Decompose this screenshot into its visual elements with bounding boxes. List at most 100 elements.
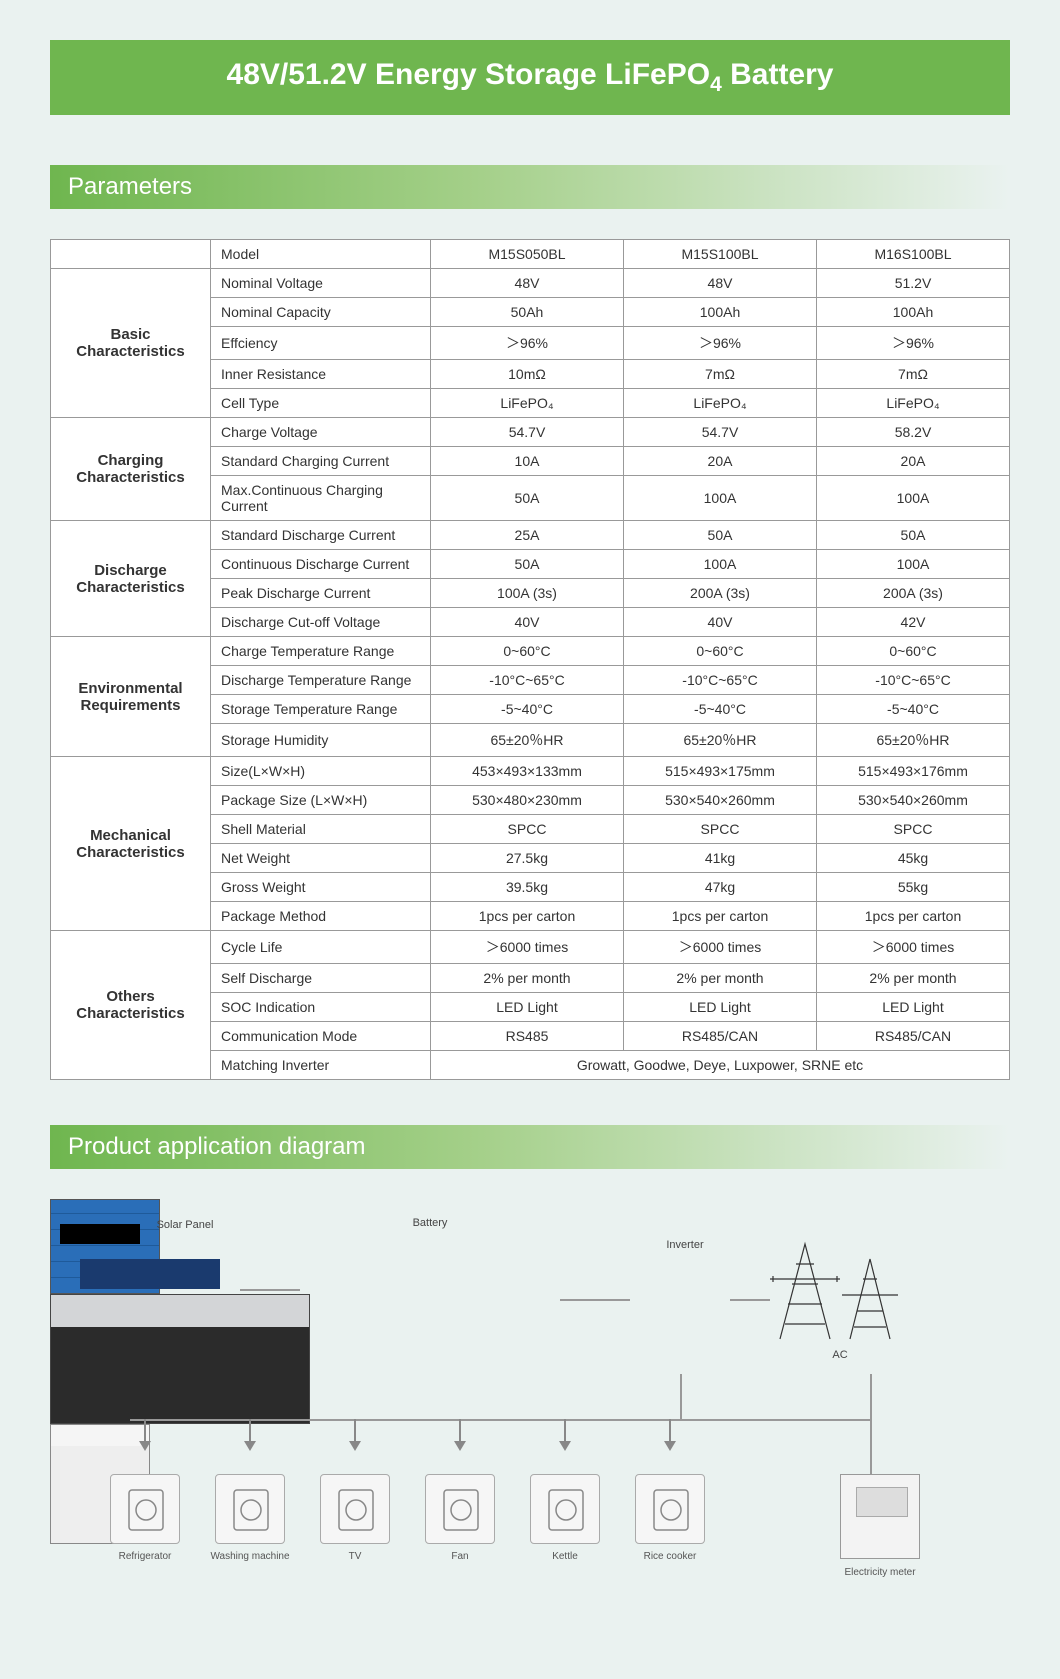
param-value: -5~40°C	[624, 695, 817, 724]
appliance-label: Fan	[415, 1551, 505, 1562]
param-value: -10°C~65°C	[817, 666, 1010, 695]
appliance-label: Washing machine	[205, 1551, 295, 1562]
param-value: 39.5kg	[431, 873, 624, 902]
param-label: Cycle Life	[211, 931, 431, 964]
param-value: ＞6000 times	[624, 931, 817, 964]
param-value: 20A	[624, 447, 817, 476]
param-value: 50Ah	[431, 298, 624, 327]
param-label: Shell Material	[211, 815, 431, 844]
param-value: -10°C~65°C	[431, 666, 624, 695]
section-header-parameters: Parameters	[50, 165, 1010, 209]
param-label: Package Size (L×W×H)	[211, 786, 431, 815]
param-value: 515×493×175mm	[624, 757, 817, 786]
param-value: 58.2V	[817, 418, 1010, 447]
param-label: Standard Charging Current	[211, 447, 431, 476]
battery-label: Battery	[390, 1217, 470, 1229]
appliance-icon	[425, 1474, 495, 1544]
param-value: 1pcs per carton	[624, 902, 817, 931]
param-value: 65±20％HR	[431, 724, 624, 757]
param-label: SOC Indication	[211, 993, 431, 1022]
param-value: 41kg	[624, 844, 817, 873]
param-value: 50A	[431, 476, 624, 521]
param-value: 7mΩ	[624, 360, 817, 389]
param-value: ＞6000 times	[431, 931, 624, 964]
param-label: Peak Discharge Current	[211, 579, 431, 608]
param-label: Standard Discharge Current	[211, 521, 431, 550]
title-post: Energy Storage LiFePO	[375, 58, 710, 91]
parameters-table: ModelM15S050BLM15S100BLM16S100BLBasicCha…	[50, 239, 1010, 1080]
param-value: 65±20％HR	[624, 724, 817, 757]
param-value: 27.5kg	[431, 844, 624, 873]
param-value: 530×540×260mm	[817, 786, 1010, 815]
param-value: 50A	[624, 521, 817, 550]
param-value: 40V	[624, 608, 817, 637]
param-label: Storage Humidity	[211, 724, 431, 757]
param-value: LiFePO₄	[624, 389, 817, 418]
param-value: 54.7V	[624, 418, 817, 447]
param-label: Nominal Voltage	[211, 269, 431, 298]
application-diagram: Solar Panel Battery Inverter AC Refriger…	[50, 1199, 1010, 1619]
param-label: Communication Mode	[211, 1022, 431, 1051]
param-value: 20A	[817, 447, 1010, 476]
param-label: Charge Voltage	[211, 418, 431, 447]
param-value: 0~60°C	[624, 637, 817, 666]
appliance-icon	[110, 1474, 180, 1544]
param-value: 100Ah	[624, 298, 817, 327]
page-title: 48V/51.2V Energy Storage LiFePO4 Battery	[50, 40, 1010, 115]
appliance-label: Rice cooker	[625, 1551, 715, 1562]
model-col-1: M15S100BL	[624, 240, 817, 269]
param-value: 2% per month	[431, 964, 624, 993]
param-label: Effciency	[211, 327, 431, 360]
param-value: 200A (3s)	[624, 579, 817, 608]
param-value: 1pcs per carton	[817, 902, 1010, 931]
model-header: Model	[211, 240, 431, 269]
param-value: 100A	[817, 476, 1010, 521]
param-label: Package Method	[211, 902, 431, 931]
param-value: 10mΩ	[431, 360, 624, 389]
param-label: Discharge Temperature Range	[211, 666, 431, 695]
param-value: RS485/CAN	[624, 1022, 817, 1051]
param-value: 65±20％HR	[817, 724, 1010, 757]
model-col-0: M15S050BL	[431, 240, 624, 269]
param-label: Net Weight	[211, 844, 431, 873]
param-value: -10°C~65°C	[624, 666, 817, 695]
battery-icon	[50, 1294, 310, 1424]
param-label: Nominal Capacity	[211, 298, 431, 327]
param-value: ＞96%	[624, 327, 817, 360]
param-label: Charge Temperature Range	[211, 637, 431, 666]
param-value: -5~40°C	[817, 695, 1010, 724]
param-value: RS485/CAN	[817, 1022, 1010, 1051]
appliance-label: TV	[310, 1551, 400, 1562]
param-value: 7mΩ	[817, 360, 1010, 389]
group-head: DischargeCharacteristics	[51, 521, 211, 637]
param-value: 50A	[817, 521, 1010, 550]
section-header-diagram: Product application diagram	[50, 1125, 1010, 1169]
param-label: Matching Inverter	[211, 1051, 431, 1080]
param-label: Inner Resistance	[211, 360, 431, 389]
param-value: 47kg	[624, 873, 817, 902]
param-value: LED Light	[817, 993, 1010, 1022]
param-value: 100A	[624, 476, 817, 521]
group-head: EnvironmentalRequirements	[51, 637, 211, 757]
title-subscript: 4	[710, 73, 722, 96]
param-value: LiFePO₄	[817, 389, 1010, 418]
group-head: BasicCharacteristics	[51, 269, 211, 418]
param-label: Size(L×W×H)	[211, 757, 431, 786]
param-value: SPCC	[431, 815, 624, 844]
appliance-icon	[530, 1474, 600, 1544]
param-value: 100A (3s)	[431, 579, 624, 608]
param-value: 530×480×230mm	[431, 786, 624, 815]
param-value: LED Light	[431, 993, 624, 1022]
param-value: 2% per month	[817, 964, 1010, 993]
param-value: 0~60°C	[817, 637, 1010, 666]
param-label: Max.Continuous Charging Current	[211, 476, 431, 521]
param-value: 25A	[431, 521, 624, 550]
param-value: 55kg	[817, 873, 1010, 902]
param-label: Continuous Discharge Current	[211, 550, 431, 579]
param-value: LED Light	[624, 993, 817, 1022]
param-value: 100A	[624, 550, 817, 579]
param-value: 0~60°C	[431, 637, 624, 666]
param-value: 10A	[431, 447, 624, 476]
param-value: 530×540×260mm	[624, 786, 817, 815]
param-value: 515×493×176mm	[817, 757, 1010, 786]
